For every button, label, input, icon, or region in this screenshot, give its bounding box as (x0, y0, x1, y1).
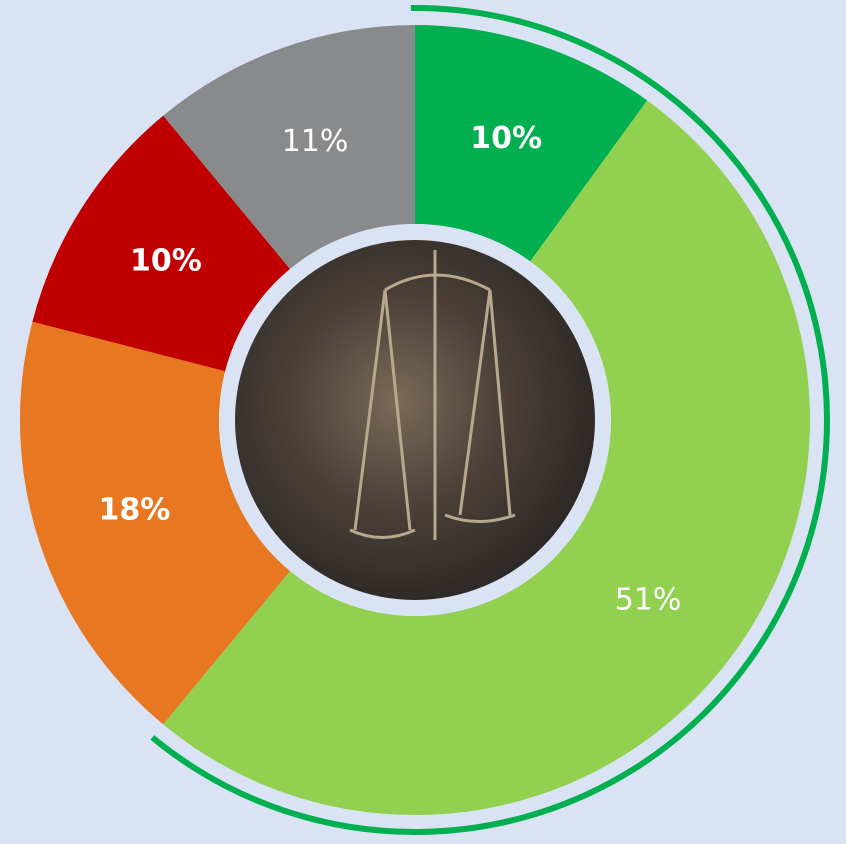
segments (20, 25, 811, 816)
segment (32, 115, 291, 372)
data-label: 10% (130, 243, 202, 278)
segment (163, 100, 811, 816)
data-label: 18% (99, 493, 171, 528)
highlight-arc (150, 5, 830, 835)
data-label: 51% (615, 582, 682, 617)
center-image (235, 240, 595, 600)
segment (415, 25, 648, 262)
scales-icon (349, 250, 516, 540)
segment (163, 25, 415, 269)
data-label: 11% (282, 124, 349, 159)
segment (20, 321, 291, 725)
data-label: 10% (470, 121, 542, 156)
